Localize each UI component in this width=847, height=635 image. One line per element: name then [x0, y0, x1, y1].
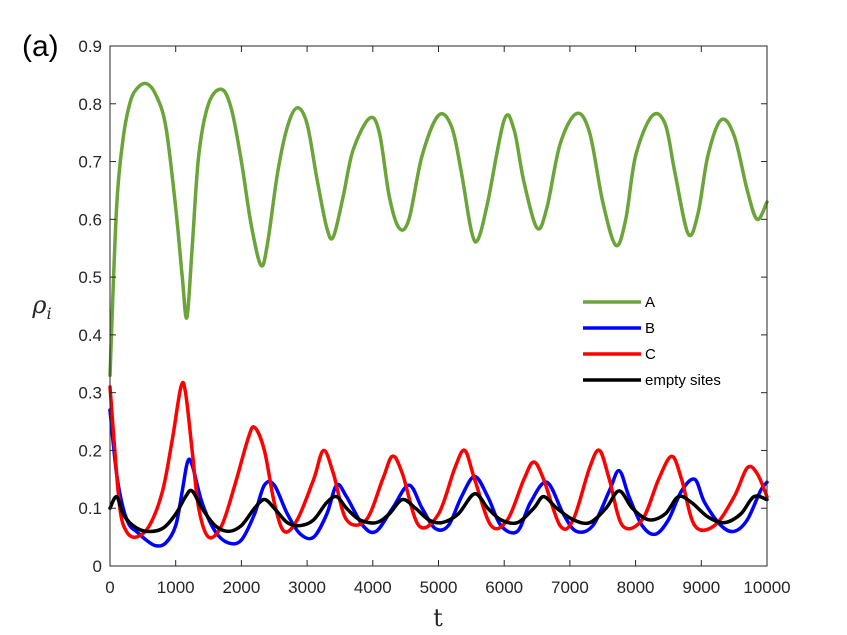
y-tick-label: 0.9 [78, 37, 102, 56]
x-tick-label: 8000 [617, 578, 655, 597]
series-line-c [108, 380, 769, 540]
x-axis: 0 1000 2000 3000 4000 5000 6000 7000 8000 9000 100… [105, 46, 791, 597]
legend-label-c: C [645, 346, 656, 363]
y-tick-label: 0.3 [78, 384, 102, 403]
y-tick-label: 0.1 [78, 499, 102, 518]
legend-label-empty-sites: empty sites [645, 372, 721, 389]
series-line-b [108, 408, 769, 548]
x-tick-label: 2000 [222, 578, 260, 597]
x-tick-label: 10000 [743, 578, 790, 597]
legend-label-a: A [645, 294, 655, 311]
x-tick-label: 9000 [682, 578, 720, 597]
panel-label: (a) [22, 30, 59, 63]
y-tick-label: 0.5 [78, 268, 102, 287]
y-tick-label: 0.6 [78, 210, 102, 229]
y-tick-label: 0 [93, 557, 102, 576]
x-tick-label: 5000 [420, 578, 458, 597]
y-axis-title-symbol: ρ [31, 291, 46, 319]
y-axis: 0 0.1 0.2 0.3 0.4 0.5 0.6 0.7 0.8 0.9 [78, 37, 767, 576]
x-tick-label: 7000 [551, 578, 589, 597]
x-axis-title: t [433, 604, 443, 632]
x-tick-label: 1000 [157, 578, 195, 597]
legend-label-b: B [645, 320, 655, 337]
y-tick-label: 0.4 [78, 326, 102, 345]
y-tick-label: 0.8 [78, 95, 102, 114]
series-layer [108, 81, 769, 548]
y-axis-title: ρi [31, 291, 51, 323]
series-line-empty-sites [108, 488, 769, 534]
plot-area: 0 1000 2000 3000 4000 5000 6000 7000 8000 9000 100… [78, 37, 790, 597]
x-tick-label: 3000 [288, 578, 326, 597]
y-axis-title-subscript: i [46, 304, 51, 323]
y-tick-label: 0.7 [78, 153, 102, 172]
x-tick-label: 6000 [485, 578, 523, 597]
x-tick-label: 0 [105, 578, 114, 597]
y-tick-label: 0.2 [78, 441, 102, 460]
x-tick-label: 4000 [354, 578, 392, 597]
axes-box [109, 45, 768, 567]
series-line-a [108, 81, 769, 378]
